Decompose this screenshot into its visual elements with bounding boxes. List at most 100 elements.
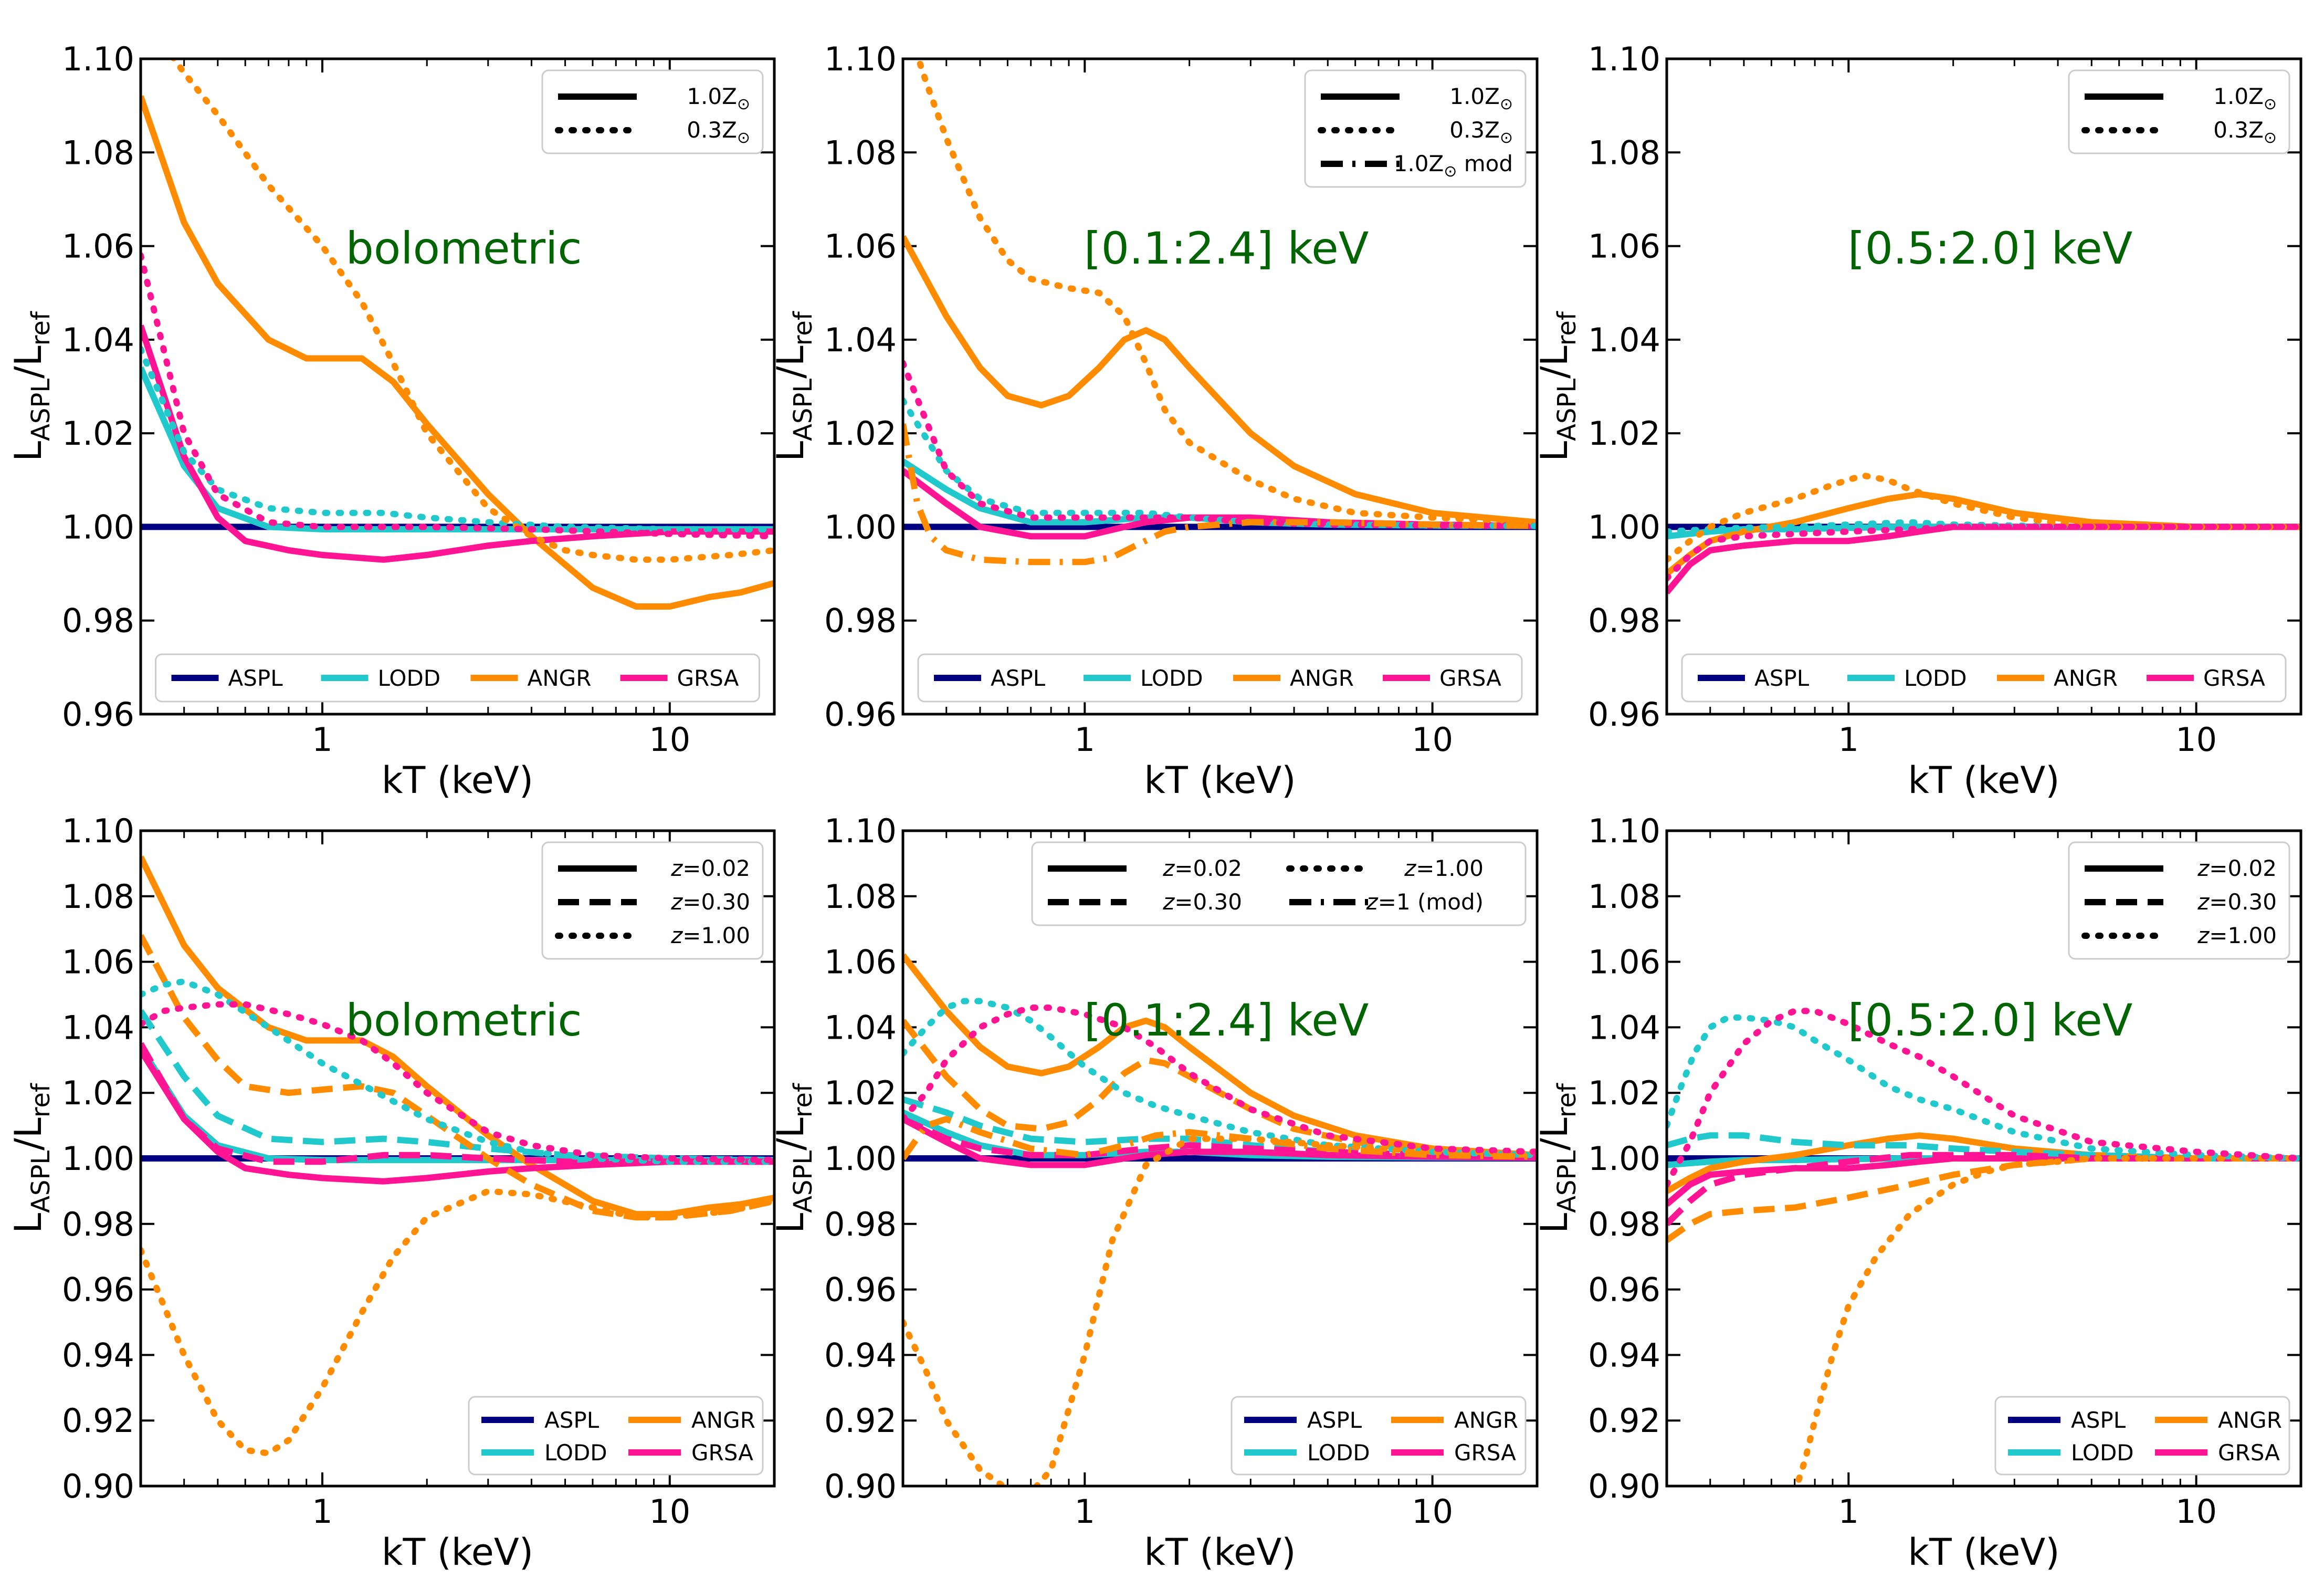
y-tick-label: 1.08 — [1588, 877, 1660, 916]
color-legend: ASPL LODD ANGR GRSA — [917, 653, 1523, 703]
style-legend-label: z=0.30 — [670, 889, 750, 915]
y-tick-label: 0.96 — [62, 695, 134, 734]
color-legend-label: LODD — [378, 665, 441, 691]
series-group — [1667, 472, 2301, 595]
y-tick-label: 1.02 — [62, 1074, 134, 1112]
color-legend-label: ASPL — [1307, 1407, 1362, 1433]
color-legend-label: LODD — [544, 1440, 607, 1466]
band-label: [0.1:2.4] keV — [1084, 223, 1369, 274]
y-tick-label: 1.04 — [62, 1008, 134, 1047]
series-group — [903, 59, 1537, 566]
y-tick-label: 0.98 — [1588, 1205, 1660, 1243]
color-legend-label: GRSA — [2203, 665, 2265, 691]
series-lodd-dotted — [903, 998, 1537, 1158]
color-legend-label: ANGR — [528, 665, 592, 691]
y-tick-label: 0.98 — [1588, 602, 1660, 640]
y-tick-label: 1.04 — [1588, 321, 1660, 359]
y-tick-label: 1.00 — [62, 1139, 134, 1178]
plot-frame — [1665, 57, 2302, 716]
color-legend-label: ASPL — [991, 665, 1046, 691]
color-legend-label: LODD — [2071, 1440, 2134, 1466]
x-axis-label: kT (keV) — [382, 759, 533, 802]
series-grsa-solid — [1667, 1155, 2301, 1207]
panel-3: 1 10 0.96 0.98 1.00 1.02 1.04 1.06 1.08 1.10 [0.5:… — [1533, 40, 2302, 802]
series-angr-dashed — [903, 1019, 1537, 1158]
y-tick-label: 1.00 — [824, 1139, 897, 1178]
x-axis-label: kT (keV) — [1908, 759, 2059, 802]
y-tick-label: 1.10 — [1588, 40, 1660, 78]
band-label: bolometric — [346, 223, 582, 274]
series-grsa-dashed — [141, 1042, 774, 1165]
series-grsa-solid — [141, 1048, 774, 1185]
y-tick-label: 1.02 — [824, 414, 897, 453]
y-tick-label: 1.06 — [62, 227, 134, 266]
style-legend-label: 0.3Z⊙ — [1449, 117, 1513, 147]
y-tick-label: 1.08 — [62, 133, 134, 172]
y-tick-label: 1.10 — [62, 40, 134, 78]
x-tick-label: 10 — [2175, 720, 2217, 759]
y-tick-label: 0.92 — [62, 1402, 134, 1440]
y-tick-label: 0.96 — [62, 1271, 134, 1309]
color-legend-label: ANGR — [691, 1407, 755, 1433]
y-tick-label: 1.08 — [62, 877, 134, 916]
y-tick-label: 1.06 — [1588, 227, 1660, 266]
y-tick-label: 0.96 — [1588, 695, 1660, 734]
y-tick-label: 1.02 — [62, 414, 134, 453]
series-grsa-dotted — [141, 1001, 774, 1164]
series-lodd-dotted — [141, 346, 774, 532]
y-tick-label: 0.92 — [824, 1402, 897, 1440]
style-legend-label: z=0.30 — [2197, 889, 2277, 915]
band-label: bolometric — [346, 995, 582, 1046]
color-legend-label: GRSA — [1439, 665, 1501, 691]
y-tick-label: 1.08 — [824, 133, 897, 172]
band-label: [0.5:2.0] keV — [1848, 223, 2133, 274]
color-legend-box — [1994, 1396, 2290, 1476]
series-group — [1667, 1008, 2301, 1486]
y-tick-label: 1.02 — [824, 1074, 897, 1112]
panel-1: 1 10 0.96 0.98 1.00 1.02 1.04 1.06 1.08 1.10 bolom… — [7, 40, 776, 802]
series-grsa-dotted — [903, 1005, 1537, 1155]
series-grsa-dotted — [1667, 1008, 2301, 1188]
style-legend-label: 0.3Z⊙ — [687, 117, 750, 147]
y-tick-label: 0.92 — [1588, 1402, 1660, 1440]
y-tick-label: 0.94 — [824, 1336, 897, 1374]
y-tick-label: 0.90 — [1588, 1467, 1660, 1505]
x-tick-label: 1 — [312, 1492, 332, 1531]
x-axis-label: kT (keV) — [382, 1531, 533, 1574]
style-legend: z=0.02 z=1.00 z=0.30 z=1 (mod) — [1031, 841, 1527, 926]
color-legend-label: LODD — [1140, 665, 1203, 691]
color-legend-label: GRSA — [1454, 1440, 1516, 1466]
plot-frame — [901, 829, 1539, 1488]
y-tick-label: 1.02 — [1588, 1074, 1660, 1112]
style-legend: 1.0Z⊙ 0.3Z⊙ 1.0Z⊙ mod — [1304, 69, 1527, 188]
x-axis-label: kT (keV) — [1908, 1531, 2059, 1574]
color-legend-label: ANGR — [1290, 665, 1354, 691]
series-angr-solid — [903, 235, 1537, 526]
series-grsa-dotted — [141, 252, 774, 540]
color-legend-box — [917, 653, 1523, 703]
plot-frame — [901, 57, 1539, 716]
y-tick-label: 0.90 — [824, 1467, 897, 1505]
plot-frame — [139, 57, 776, 716]
color-legend-label: LODD — [1904, 665, 1967, 691]
style-legend-label: 1.0Z⊙ — [2213, 83, 2277, 113]
y-tick-label: 0.96 — [1588, 1271, 1660, 1309]
series-angr-solid — [141, 95, 774, 610]
x-tick-label: 10 — [1412, 1492, 1453, 1531]
y-tick-label: 1.10 — [824, 40, 897, 78]
color-legend-label: LODD — [1307, 1440, 1370, 1466]
style-legend: 1.0Z⊙ 0.3Z⊙ — [541, 69, 764, 154]
series-angr-solid — [1667, 1132, 2301, 1194]
y-tick-label: 1.06 — [1588, 943, 1660, 981]
y-tick-label: 0.98 — [62, 602, 134, 640]
color-legend-label: GRSA — [691, 1440, 753, 1466]
y-tick-label: 1.04 — [824, 321, 897, 359]
color-legend-label: ANGR — [2054, 665, 2118, 691]
style-legend-label: z=1.00 — [2197, 923, 2277, 948]
panel-4: 1 10 0.90 0.92 0.94 0.96 0.98 1.00 1.02 1.04 1.06 1… — [7, 812, 776, 1574]
color-legend-label: ANGR — [2218, 1407, 2282, 1433]
y-tick-label: 1.00 — [62, 508, 134, 546]
color-legend-label: GRSA — [677, 665, 739, 691]
color-legend-box — [1231, 1396, 1527, 1476]
